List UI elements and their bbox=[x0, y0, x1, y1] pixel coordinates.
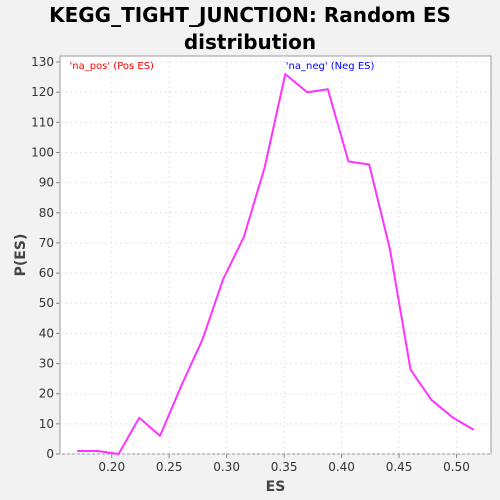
y-tick-label: 100 bbox=[31, 145, 54, 159]
x-tick-label: 0.50 bbox=[443, 460, 470, 474]
y-tick-label: 110 bbox=[31, 115, 54, 129]
x-tick-label: 0.25 bbox=[156, 460, 183, 474]
y-tick-label: 40 bbox=[39, 326, 54, 340]
y-tick-label: 0 bbox=[46, 447, 54, 461]
x-tick-label: 0.45 bbox=[386, 460, 413, 474]
x-tick-label: 0.30 bbox=[213, 460, 240, 474]
y-tick-label: 10 bbox=[39, 417, 54, 431]
y-tick-label: 30 bbox=[39, 357, 54, 371]
y-tick-label: 20 bbox=[39, 387, 54, 401]
y-tick-label: 70 bbox=[39, 236, 54, 250]
x-axis-label: ES bbox=[266, 479, 286, 495]
legend-annotation: 'na_pos' (Pos ES) bbox=[69, 61, 154, 72]
x-tick-label: 0.20 bbox=[98, 460, 125, 474]
y-tick-label: 90 bbox=[39, 176, 54, 190]
y-tick-label: 120 bbox=[31, 85, 54, 99]
x-tick-label: 0.35 bbox=[271, 460, 298, 474]
x-tick-label: 0.40 bbox=[328, 460, 355, 474]
y-tick-label: 80 bbox=[39, 206, 54, 220]
y-tick-label: 60 bbox=[39, 266, 54, 280]
y-tick-label: 50 bbox=[39, 296, 54, 310]
legend-annotation: 'na_neg' (Neg ES) bbox=[286, 61, 375, 72]
y-tick-label: 130 bbox=[31, 55, 54, 69]
y-axis-label: P(ES) bbox=[13, 234, 29, 277]
